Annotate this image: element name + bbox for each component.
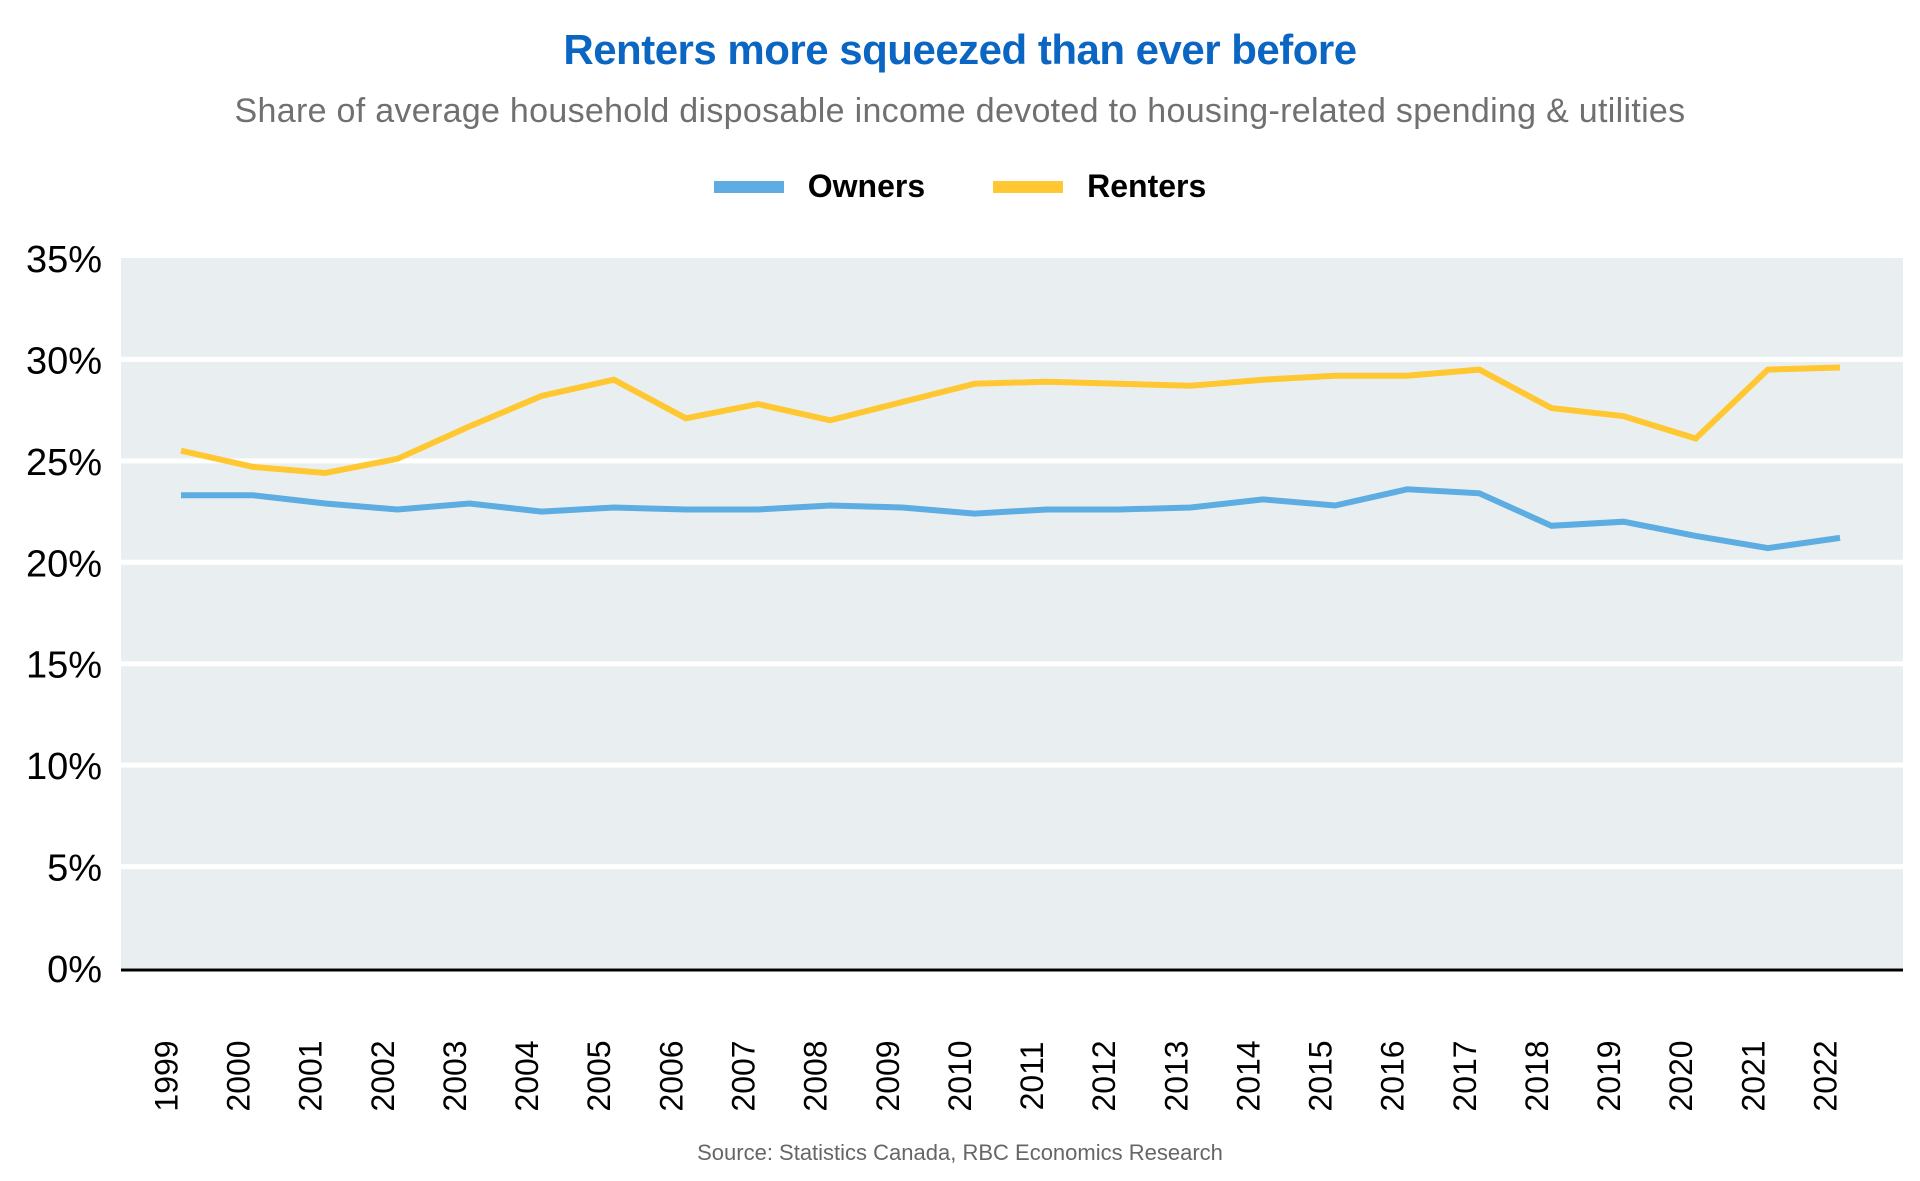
legend-swatch-renters — [993, 180, 1064, 193]
x-tick-label: 2003 — [437, 1040, 473, 1111]
y-tick-label: 0% — [47, 949, 102, 991]
y-tick-label: 15% — [26, 645, 102, 687]
data-point-renters — [1476, 367, 1482, 373]
data-point-renters — [322, 470, 328, 476]
data-point-renters — [755, 401, 761, 407]
x-tick-label: 2017 — [1447, 1040, 1483, 1111]
data-point-renters — [178, 448, 184, 454]
data-point-owners — [1260, 496, 1266, 502]
x-tick-label: 2004 — [509, 1040, 545, 1111]
data-point-owners — [899, 505, 905, 511]
chart-title: Renters more squeezed than ever before — [563, 26, 1357, 73]
data-point-renters — [1044, 379, 1050, 385]
data-point-owners — [1188, 505, 1194, 511]
data-point-owners — [394, 507, 400, 513]
data-point-owners — [1476, 490, 1482, 496]
x-tick-label: 2013 — [1158, 1040, 1194, 1111]
legend-swatch-owners — [713, 180, 784, 193]
x-tick-label: 2005 — [581, 1040, 617, 1111]
y-tick-label: 25% — [26, 442, 102, 484]
data-point-renters — [1621, 413, 1627, 419]
chart-subtitle: Share of average household disposable in… — [234, 92, 1686, 130]
legend-item-owners: Owners — [713, 168, 926, 205]
data-point-renters — [1765, 367, 1771, 373]
data-point-owners — [467, 500, 473, 506]
x-tick-label: 2015 — [1303, 1040, 1339, 1111]
data-point-owners — [178, 492, 184, 498]
x-tick-label: 2021 — [1735, 1040, 1771, 1111]
data-point-owners — [250, 492, 256, 498]
x-tick-label: 2011 — [1014, 1042, 1050, 1111]
y-tick-label: 20% — [26, 543, 102, 585]
legend: Owners Renters — [0, 168, 1920, 205]
data-point-owners — [683, 507, 689, 513]
data-point-owners — [1332, 502, 1338, 508]
x-tick-label: 2022 — [1807, 1040, 1843, 1111]
data-point-renters — [1404, 373, 1410, 379]
x-tick-label: 2020 — [1663, 1040, 1699, 1111]
legend-label-owners: Owners — [807, 168, 926, 204]
y-tick-label: 5% — [47, 848, 102, 890]
x-tick-label: 2016 — [1375, 1040, 1411, 1111]
legend-item-renters: Renters — [993, 168, 1206, 205]
data-point-owners — [755, 507, 761, 513]
data-point-renters — [1260, 377, 1266, 383]
y-tick-label: 35% — [26, 239, 102, 281]
x-tick-label: 2000 — [221, 1040, 257, 1111]
x-tick-label: 2006 — [653, 1040, 689, 1111]
data-point-renters — [1693, 436, 1699, 442]
x-tick-label: 2008 — [798, 1040, 834, 1111]
line-chart: 0% 5% 10% 15% 20% 25% 30% 35% 1999 2000 2001 2002 20… — [26, 239, 1903, 1112]
x-tick-label: 2018 — [1519, 1040, 1555, 1111]
data-point-owners — [827, 502, 833, 508]
x-tick-label: 2001 — [293, 1040, 329, 1111]
x-tick-label: 2009 — [870, 1040, 906, 1111]
source-note: Source: Statistics Canada, RBC Economics… — [697, 1140, 1223, 1165]
data-point-owners — [1548, 523, 1554, 529]
data-point-owners — [1404, 486, 1410, 492]
data-point-owners — [971, 511, 977, 517]
series-line-renters — [180, 364, 1841, 477]
data-point-owners — [539, 509, 545, 515]
data-point-owners — [1621, 519, 1627, 525]
data-point-renters — [467, 423, 473, 429]
data-point-renters — [1116, 381, 1122, 387]
data-point-owners — [1837, 535, 1843, 541]
data-point-owners — [1765, 545, 1771, 551]
data-point-renters — [1188, 383, 1194, 389]
x-tick-label: 2019 — [1591, 1040, 1627, 1111]
legend-label-renters: Renters — [1087, 168, 1207, 204]
series-line-owners — [181, 486, 1841, 552]
data-point-renters — [1548, 405, 1554, 411]
data-point-renters — [1332, 373, 1338, 379]
data-point-renters — [827, 417, 833, 423]
data-point-owners — [1116, 507, 1122, 513]
x-tick-label: 2002 — [365, 1040, 401, 1111]
x-tick-label: 2014 — [1230, 1040, 1266, 1111]
data-point-owners — [1693, 533, 1699, 539]
data-point-renters — [539, 393, 545, 399]
data-point-renters — [683, 415, 689, 421]
data-point-owners — [1044, 507, 1050, 513]
data-point-owners — [322, 500, 328, 506]
data-point-renters — [971, 381, 977, 387]
data-point-renters — [899, 399, 905, 405]
x-tick-label: 2007 — [725, 1040, 761, 1111]
x-tick-label: 2010 — [942, 1040, 978, 1111]
x-tick-label: 2012 — [1086, 1040, 1122, 1111]
data-point-owners — [611, 505, 617, 511]
data-point-renters — [1837, 365, 1843, 371]
data-point-renters — [250, 464, 256, 470]
data-point-renters — [394, 456, 400, 462]
y-tick-label: 10% — [26, 746, 102, 788]
plot-background — [121, 258, 1903, 968]
x-tick-label: 1999 — [148, 1040, 184, 1111]
data-point-renters — [611, 377, 617, 383]
y-tick-label: 30% — [26, 340, 102, 382]
